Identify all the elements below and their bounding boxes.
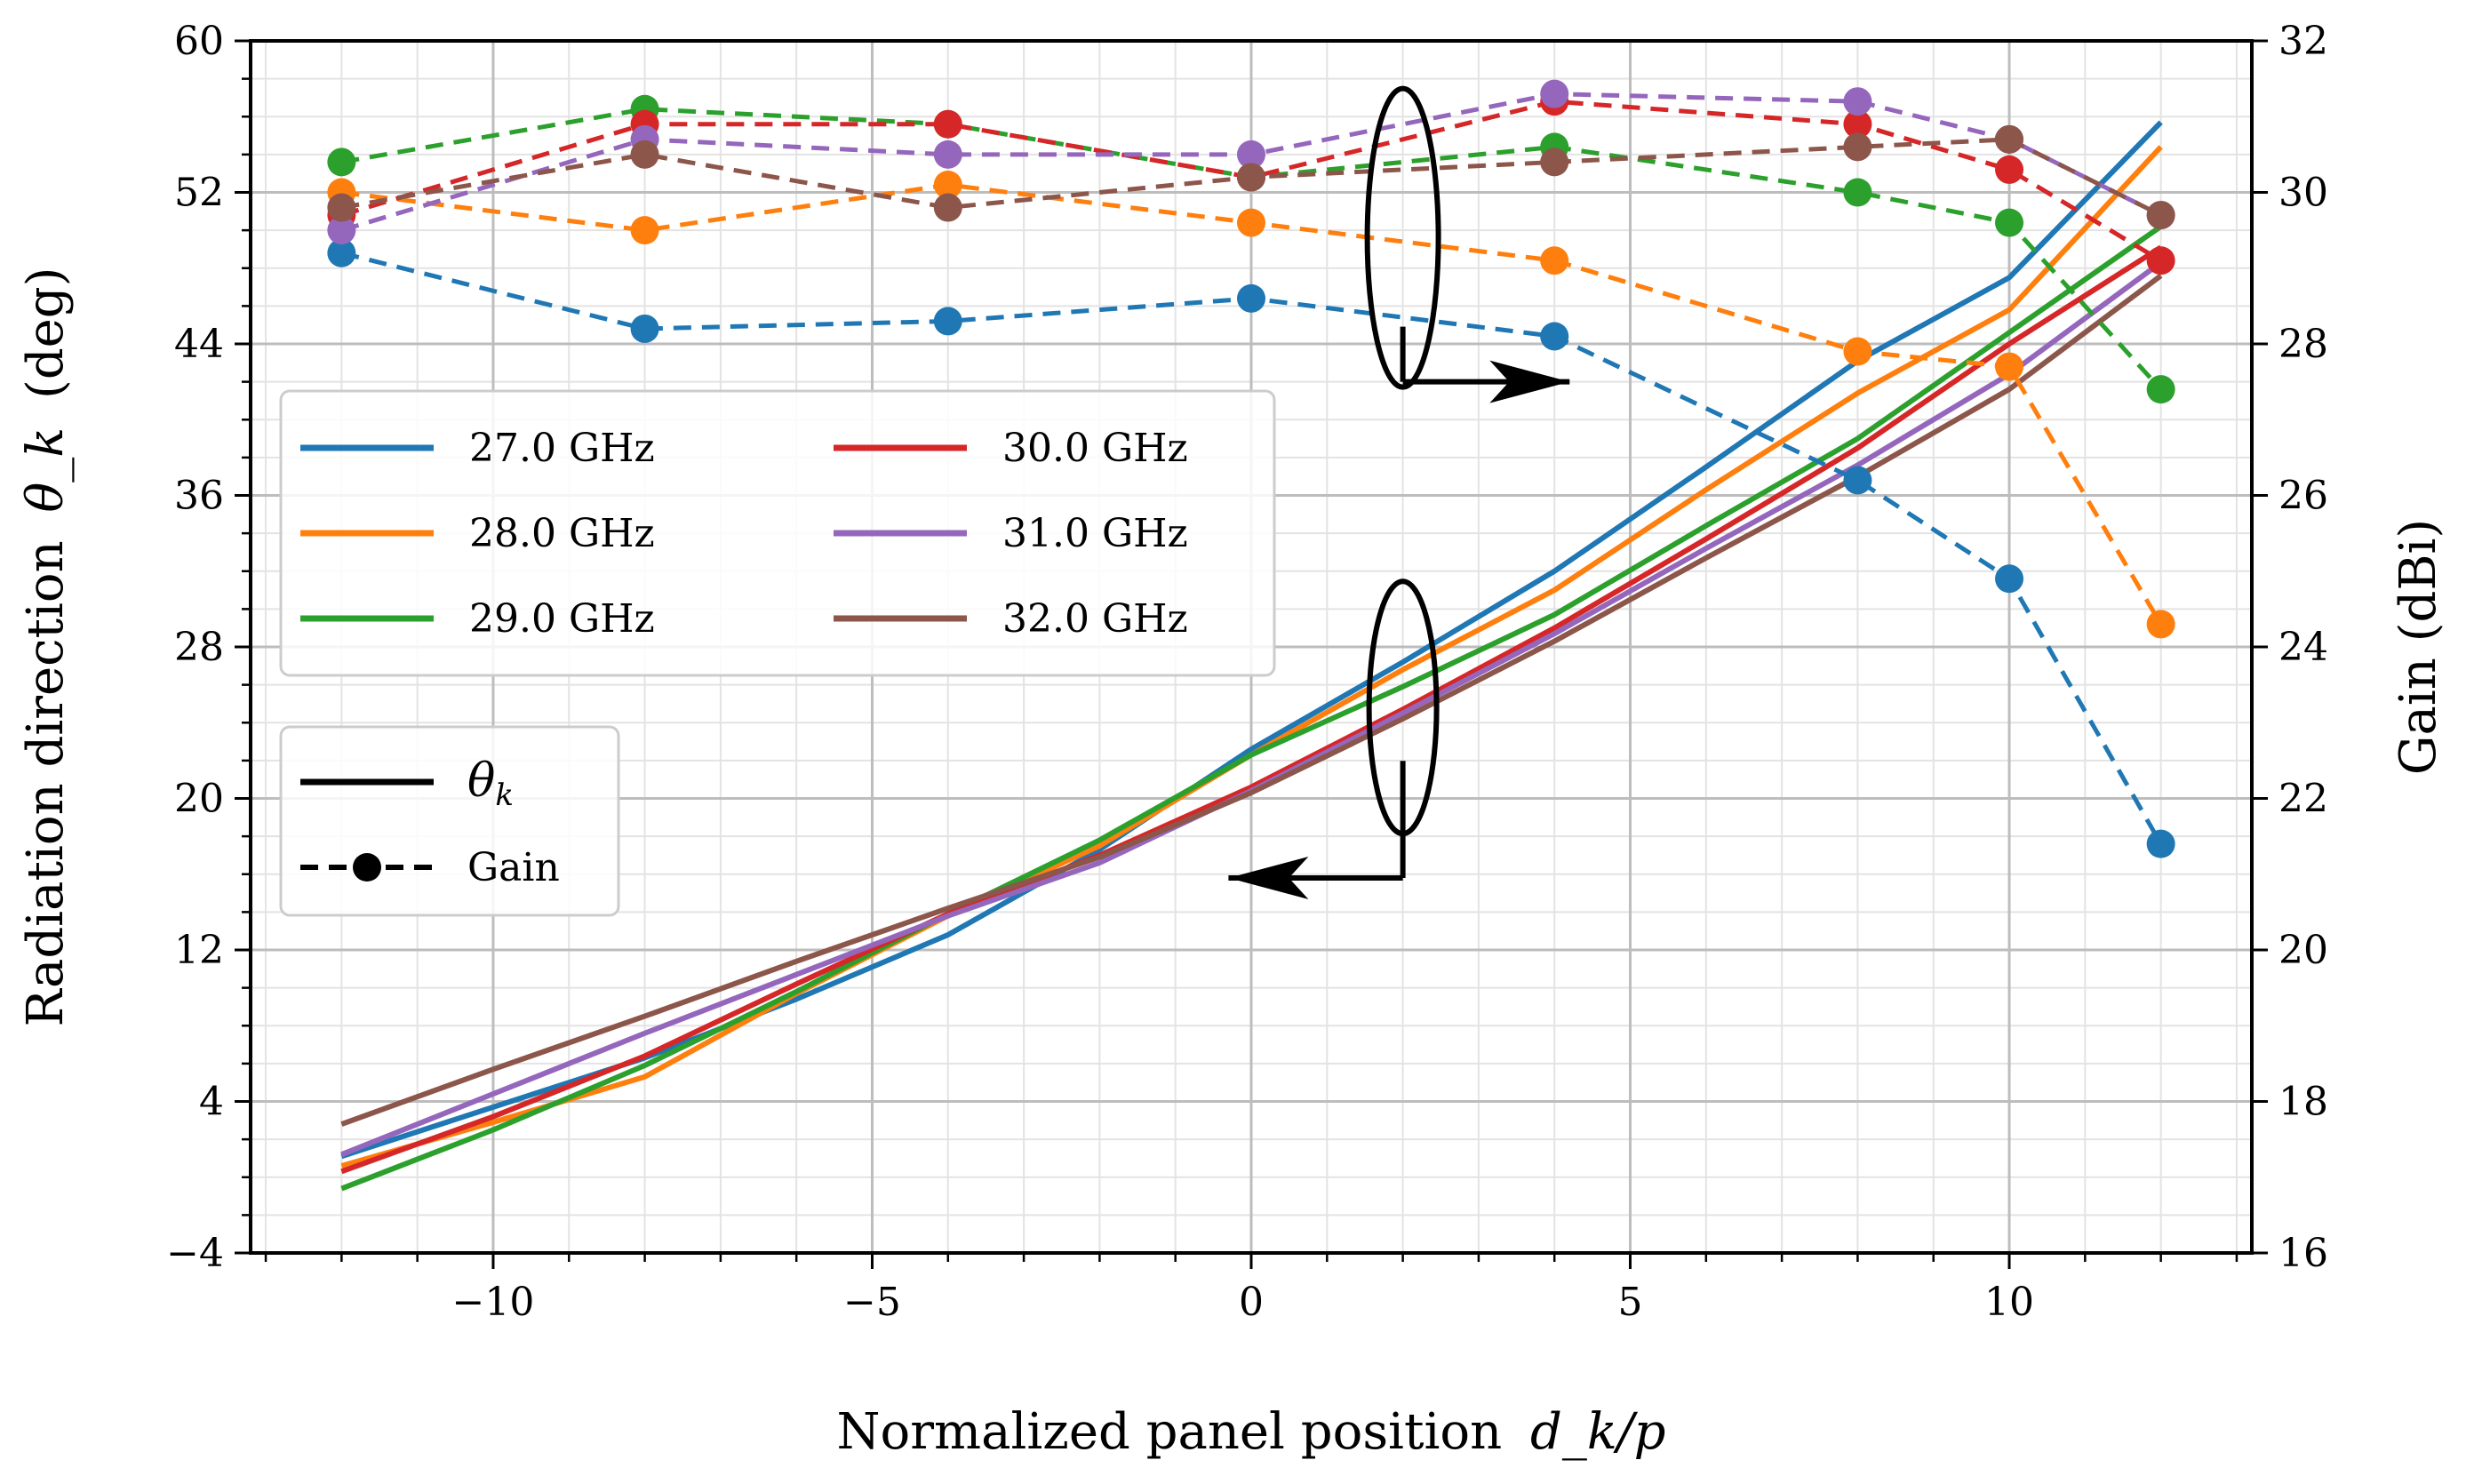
style-legend-gain-label: Gain: [467, 845, 560, 890]
right-y-tick-label: 18: [2278, 1080, 2328, 1125]
x-axis-label: Normalized panel position d_k/p: [837, 1403, 1666, 1461]
gain-point-27-0-ghz: [1237, 283, 1265, 313]
gain-point-29-0-ghz: [1843, 178, 1872, 207]
gain-point-32-0-ghz: [1540, 148, 1569, 177]
gain-point-31-0-ghz: [1843, 87, 1872, 116]
gain-point-32-0-ghz: [1843, 132, 1872, 162]
gain-point-29-0-ghz: [2146, 375, 2175, 404]
right-y-tick-label: 30: [2278, 171, 2328, 216]
gain-point-28-0-ghz: [1995, 352, 2024, 381]
x-tick-label: 10: [1984, 1280, 2034, 1325]
style-legend-theta-label: θk: [467, 754, 514, 813]
left-y-tick-label: 44: [174, 322, 224, 367]
x-axis-label-math: d_k/p: [1530, 1403, 1666, 1461]
axes: −10 −5 0 5 10 −4 4 12 20 28 36 44 52 60 16 18 20 22 24 26 28…: [166, 19, 2328, 1325]
x-tick-label: −5: [843, 1280, 901, 1325]
annotations: [1228, 85, 1570, 900]
right-y-tick-label: 22: [2278, 777, 2328, 822]
right-y-tick-label: 32: [2278, 19, 2328, 64]
gain-point-31-0-ghz: [933, 140, 962, 169]
right-y-tick-label: 24: [2278, 625, 2328, 670]
gain-point-32-0-ghz: [1237, 163, 1265, 192]
gain-point-31-0-ghz: [1237, 140, 1265, 169]
style-legend: θk Gain: [279, 725, 620, 917]
gain-point-27-0-ghz: [1843, 466, 1872, 495]
right-y-tick-label: 28: [2278, 322, 2328, 367]
left-y-tick-label: 28: [174, 625, 224, 670]
left-y-axis-label-unit: (deg): [17, 267, 75, 399]
legend-label-29-0-ghz: 29.0 GHz: [469, 596, 655, 642]
left-y-axis-label-text: Radiation direction: [17, 540, 75, 1026]
frequency-legend: 27.0 GHz 28.0 GHz 29.0 GHz 30.0 GHz 31.0 GHz…: [279, 389, 1276, 677]
left-y-tick-label: 36: [174, 474, 224, 519]
gain-point-28-0-ghz: [1843, 337, 1872, 366]
x-axis-label-text: Normalized panel position: [837, 1403, 1503, 1461]
theta-line-30-0-ghz: [340, 244, 2163, 1175]
gain-point-28-0-ghz: [1540, 246, 1569, 275]
right-axis-arrow: [1402, 360, 1570, 403]
gain-point-32-0-ghz: [1995, 124, 2024, 154]
right-y-tick-label: 16: [2278, 1231, 2328, 1276]
left-y-tick-label: 12: [174, 928, 224, 973]
gain-point-30-0-ghz: [933, 109, 962, 139]
gain-point-30-0-ghz: [1995, 155, 2024, 184]
gain-point-27-0-ghz: [327, 238, 356, 267]
gain-point-27-0-ghz: [630, 314, 659, 343]
gain-point-32-0-ghz: [933, 193, 962, 222]
left-y-tick-label: 52: [174, 171, 224, 216]
gain-line-32-0-ghz: [340, 137, 2162, 218]
style-legend-box: [279, 725, 620, 917]
gain-point-27-0-ghz: [933, 307, 962, 336]
theta-symbol: θ: [467, 754, 495, 808]
gain-point-28-0-ghz: [1237, 208, 1265, 237]
gain-group-ellipse: [1364, 85, 1441, 390]
gain-point-27-0-ghz: [1540, 322, 1569, 351]
gain-point-28-0-ghz: [630, 216, 659, 245]
gain-point-30-0-ghz: [2146, 246, 2175, 275]
x-tick-label: 0: [1239, 1280, 1264, 1325]
x-tick-label: 5: [1618, 1280, 1643, 1325]
gain-line-30-0-ghz: [340, 99, 2162, 263]
legend-label-32-0-ghz: 32.0 GHz: [1002, 596, 1188, 642]
left-axis-arrow: [1228, 857, 1403, 900]
left-y-tick-label: −4: [166, 1231, 224, 1276]
left-y-tick-label: 20: [174, 777, 224, 822]
right-y-tick-label: 20: [2278, 928, 2328, 973]
gain-point-32-0-ghz: [2146, 201, 2175, 230]
gain-point-30-0-ghz: [1843, 109, 1872, 139]
gain-point-29-0-ghz: [1995, 208, 2024, 237]
gain-point-32-0-ghz: [630, 140, 659, 169]
legend-label-27-0-ghz: 27.0 GHz: [469, 426, 655, 471]
gain-point-28-0-ghz: [933, 170, 962, 199]
gain-point-29-0-ghz: [327, 148, 356, 177]
left-y-axis-label: Radiation direction θ_k (deg): [17, 267, 75, 1026]
gain-line-31-0-ghz: [340, 92, 2162, 233]
left-y-axis-label-math: θ_k: [17, 427, 75, 513]
gain-line-27-0-ghz: [340, 251, 2163, 845]
x-tick-label: −10: [452, 1280, 535, 1325]
theta-subscript: k: [495, 778, 514, 813]
frequency-legend-box: [279, 389, 1276, 677]
gain-line-28-0-ghz: [341, 182, 2163, 626]
gain-point-27-0-ghz: [1995, 564, 2024, 594]
left-y-tick-label: 4: [199, 1080, 224, 1125]
left-y-tick-label: 60: [174, 19, 224, 64]
theta-line-29-0-ghz: [340, 224, 2163, 1192]
right-y-axis-label: Gain (dBi): [2390, 519, 2447, 776]
gain-point-28-0-ghz: [2146, 610, 2175, 639]
right-y-tick-label: 26: [2278, 474, 2328, 519]
style-legend-marker: [353, 853, 381, 882]
legend-label-28-0-ghz: 28.0 GHz: [469, 511, 655, 556]
gain-point-32-0-ghz: [327, 193, 356, 222]
legend-label-30-0-ghz: 30.0 GHz: [1002, 426, 1188, 471]
left-axis-arrow-head: [1228, 857, 1309, 900]
series-layer: [327, 79, 2175, 1192]
legend-label-31-0-ghz: 31.0 GHz: [1002, 511, 1188, 556]
right-axis-arrow-head: [1489, 360, 1570, 403]
gain-line-29-0-ghz: [340, 107, 2163, 391]
gain-point-31-0-ghz: [1540, 79, 1569, 108]
gain-point-31-0-ghz: [327, 216, 356, 245]
gain-point-27-0-ghz: [2146, 829, 2175, 858]
